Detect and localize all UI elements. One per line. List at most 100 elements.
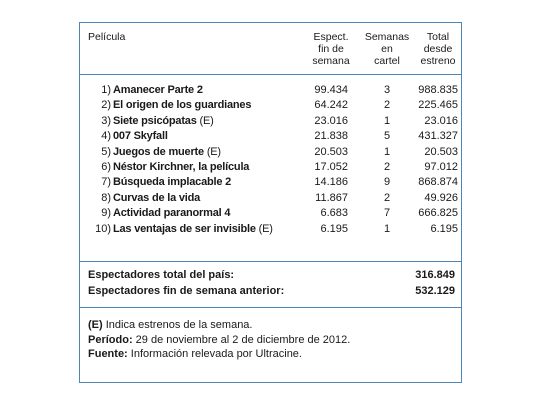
premiere-tag: (E)	[199, 114, 214, 127]
weeks-showing: 1	[383, 114, 391, 127]
table-row: 10) Las ventajas de ser invisible (E) 6.…	[80, 222, 461, 237]
header-semanas: Semanas en cartel	[363, 31, 411, 67]
table-row: 7) Búsqueda implacable 2 14.186 9 868.87…	[80, 175, 461, 190]
box-office-table: Película Espect. fin de semana Semanas e…	[79, 22, 462, 383]
weeks-showing: 5	[383, 130, 391, 143]
ranking-list: 1) Amanecer Parte 2 99.434 3 988.835 2) …	[80, 83, 461, 237]
header-pelicula: Película	[88, 31, 126, 43]
header-divider	[80, 74, 461, 75]
previous-weekend-row: Espectadores fin de semana anterior: 532…	[88, 285, 455, 300]
movie-title: Curvas de la vida	[113, 191, 200, 206]
movie-title: Actividad paranormal 4	[113, 206, 230, 221]
notes: (E) Indica estrenos de la semana. Períod…	[88, 318, 350, 362]
note-premiere: (E) Indica estrenos de la semana.	[88, 318, 350, 333]
total-since-release: 6.195	[430, 222, 458, 235]
movie-title-text: Amanecer Parte 2	[113, 84, 203, 96]
total-since-release: 868.874	[418, 176, 458, 189]
note-label: (E)	[88, 319, 103, 331]
header-total-line: desde	[423, 43, 453, 55]
weekend-spectators: 23.016	[314, 114, 348, 127]
movie-title-text: El origen de los guardianes	[113, 99, 252, 112]
note-source: Fuente: Información relevada por Ultraci…	[88, 347, 350, 362]
rank-number: 1)	[101, 84, 111, 96]
movie-title-text: Búsqueda implacable 2	[113, 176, 232, 189]
movie-title-text: Siete psicópatas	[113, 114, 197, 127]
table-row: 4) 007 Skyfall 21.838 5 431.327	[80, 129, 461, 144]
weeks-showing: 2	[383, 160, 391, 173]
movie-title: Néstor Kirchner, la película	[113, 160, 249, 175]
rank-number: 5)	[101, 145, 111, 158]
note-period: Período: 29 de noviembre al 2 de diciemb…	[88, 333, 350, 348]
premiere-tag: (E)	[206, 145, 221, 158]
total-since-release: 988.835	[418, 84, 458, 96]
header-semanas-line: en	[381, 43, 393, 55]
total-since-release: 23.016	[424, 114, 458, 127]
table-row: 1) Amanecer Parte 2 99.434 3 988.835	[80, 83, 461, 98]
weeks-showing: 1	[383, 145, 391, 158]
header-total-line: Total	[426, 31, 450, 43]
weekend-spectators: 20.503	[314, 145, 348, 158]
weekend-spectators: 99.434	[314, 84, 348, 96]
previous-weekend-value: 532.129	[415, 285, 455, 297]
rank-number: 2)	[101, 99, 111, 112]
table-row: 6) Néstor Kirchner, la película 17.052 2…	[80, 160, 461, 175]
notes-divider	[80, 307, 461, 308]
previous-weekend-label: Espectadores fin de semana anterior:	[88, 285, 285, 297]
rank-number: 7)	[101, 176, 111, 189]
header-espect-line: semana	[312, 55, 350, 67]
weekend-spectators: 17.052	[314, 160, 348, 173]
rank-number: 8)	[101, 191, 111, 204]
movie-title: Siete psicópatas (E)	[113, 114, 214, 129]
weeks-showing: 2	[383, 191, 391, 204]
totals-divider	[80, 261, 461, 262]
movie-title-text: Néstor Kirchner, la película	[113, 160, 250, 173]
table-row: 5) Juegos de muerte (E) 20.503 1 20.503	[80, 145, 461, 160]
table-row: 3) Siete psicópatas (E) 23.016 1 23.016	[80, 114, 461, 129]
weeks-showing: 3	[383, 84, 391, 96]
table-row: 9) Actividad paranormal 4 6.683 7 666.82…	[80, 206, 461, 221]
movie-title-text: Las ventajas de ser invisible	[113, 222, 256, 235]
total-country-label: Espectadores total del país:	[88, 269, 235, 281]
movie-title-text: 007 Skyfall	[113, 130, 168, 143]
weekend-spectators: 21.838	[314, 130, 348, 143]
premiere-tag: (E)	[258, 222, 273, 235]
total-country-value: 316.849	[415, 269, 455, 281]
header-semanas-line: Semanas	[364, 31, 410, 43]
movie-title: Amanecer Parte 2	[113, 83, 203, 98]
header-espect: Espect. fin de semana	[308, 31, 354, 67]
header-semanas-line: cartel	[374, 55, 400, 67]
rank-number: 4)	[101, 130, 111, 143]
rank-number: 6)	[101, 160, 111, 173]
weeks-showing: 1	[383, 222, 391, 235]
weekend-spectators: 6.683	[320, 207, 348, 220]
weekend-spectators: 11.867	[315, 191, 348, 204]
movie-title: Juegos de muerte (E)	[113, 145, 221, 160]
weeks-showing: 9	[383, 176, 391, 189]
weekend-spectators: 14.186	[314, 176, 348, 189]
header-espect-line: fin de	[318, 43, 344, 55]
note-text: Indica estrenos de la semana.	[102, 319, 253, 331]
note-label: Período:	[88, 333, 133, 346]
movie-title: 007 Skyfall	[113, 129, 168, 144]
total-since-release: 20.503	[424, 145, 458, 158]
header-total-line: estreno	[420, 55, 456, 67]
header-total: Total desde estreno	[416, 31, 460, 67]
total-since-release: 97.012	[424, 160, 458, 173]
movie-title: Búsqueda implacable 2	[113, 175, 231, 190]
weekend-spectators: 64.242	[314, 99, 348, 112]
total-since-release: 49.926	[424, 191, 458, 204]
table-row: 8) Curvas de la vida 11.867 2 49.926	[80, 191, 461, 206]
note-label: Fuente:	[88, 348, 128, 360]
movie-title-text: Juegos de muerte	[113, 145, 204, 158]
weeks-showing: 2	[383, 99, 391, 112]
movie-title-text: Actividad paranormal 4	[113, 207, 231, 220]
rank-number: 10)	[95, 222, 111, 235]
total-country-row: Espectadores total del país: 316.849	[88, 269, 455, 284]
total-since-release: 431.327	[418, 130, 458, 143]
weekend-spectators: 6.195	[320, 222, 348, 235]
rank-number: 3)	[101, 114, 111, 127]
rank-number: 9)	[101, 207, 111, 220]
note-text: Información relevada por Ultracine.	[127, 348, 302, 360]
movie-title: El origen de los guardianes	[113, 98, 251, 113]
movie-title-text: Curvas de la vida	[113, 191, 201, 204]
